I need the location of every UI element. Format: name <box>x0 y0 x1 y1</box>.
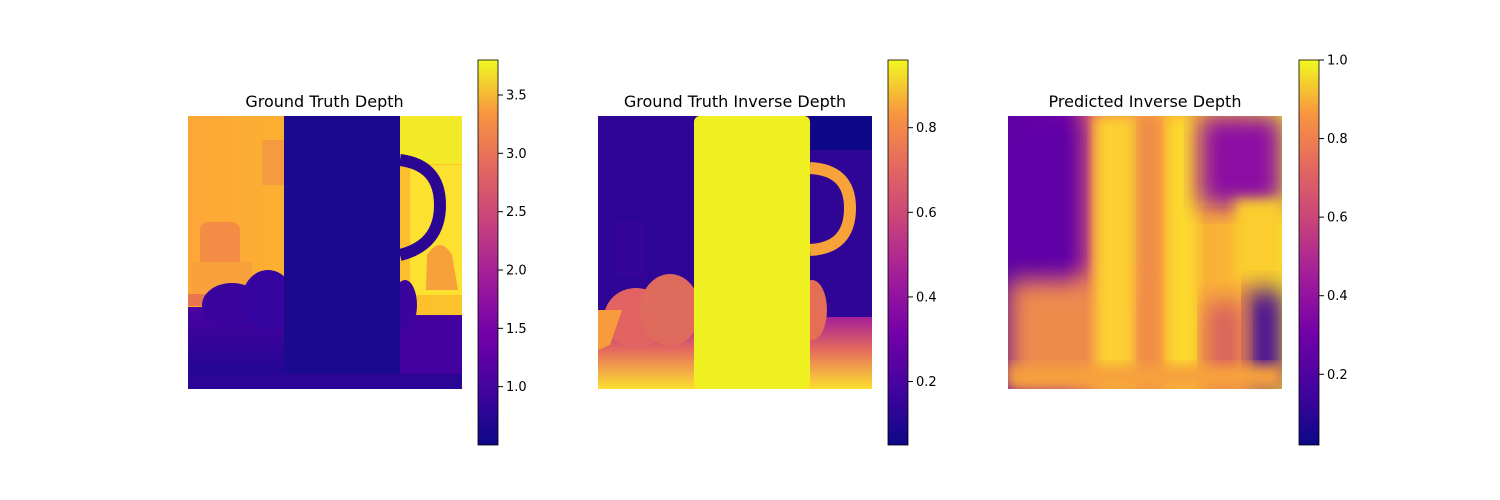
panel-3-title: Predicted Inverse Depth <box>1049 92 1242 111</box>
colorbar-3-tick-label: 1.0 <box>1327 54 1348 69</box>
colorbar-1-tick-label: 3.5 <box>506 89 527 104</box>
colorbar-3-tick-label: 0.2 <box>1327 368 1348 383</box>
colorbar-2-tick-label: 0.6 <box>916 206 937 221</box>
depth-image-1 <box>188 116 462 389</box>
depth-image-3 <box>1008 116 1282 389</box>
colorbar-3-tick-label: 0.8 <box>1327 132 1348 147</box>
colorbar-1-tick-label: 2.5 <box>506 205 527 220</box>
colorbar-2-tick-label: 0.4 <box>916 290 937 305</box>
colorbar-1-tick-label: 1.0 <box>506 380 527 395</box>
panel-ground-truth-inverse-depth: Ground Truth Inverse Depth 0.2 0.4 0.6 0.8 <box>598 59 937 446</box>
colorbar-2-ticks: 0.2 0.4 0.6 0.8 <box>908 121 937 390</box>
colorbar-1-tick-label: 2.0 <box>506 264 527 279</box>
panel-predicted-inverse-depth: Predicted Inverse Depth 0.2 0.4 0.6 0.8 1.0 <box>1008 54 1348 446</box>
colorbar-1: 1.0 1.5 2.0 2.5 3.0 3.5 <box>477 59 527 446</box>
panel-1-title: Ground Truth Depth <box>245 92 403 111</box>
panel-ground-truth-depth: Ground Truth Depth 1.0 1.5 2.0 2.5 3.0 3.5 <box>188 59 527 446</box>
colorbar-3-tick-label: 0.4 <box>1327 289 1348 304</box>
colorbar-3-ticks: 0.2 0.4 0.6 0.8 1.0 <box>1319 54 1348 383</box>
colorbar-1-ticks: 1.0 1.5 2.0 2.5 3.0 3.5 <box>498 89 527 395</box>
colorbar-1-tick-label: 3.0 <box>506 147 527 162</box>
colorbar-1-tick-label: 1.5 <box>506 322 527 337</box>
colorbar-3: 0.2 0.4 0.6 0.8 1.0 <box>1298 54 1348 446</box>
colorbar-2-tick-label: 0.2 <box>916 375 937 390</box>
colorbar-2: 0.2 0.4 0.6 0.8 <box>887 59 937 446</box>
colorbar-2-tick-label: 0.8 <box>916 121 937 136</box>
depth-image-2 <box>598 116 872 389</box>
colorbar-3-tick-label: 0.6 <box>1327 211 1348 226</box>
panel-2-title: Ground Truth Inverse Depth <box>624 92 846 111</box>
